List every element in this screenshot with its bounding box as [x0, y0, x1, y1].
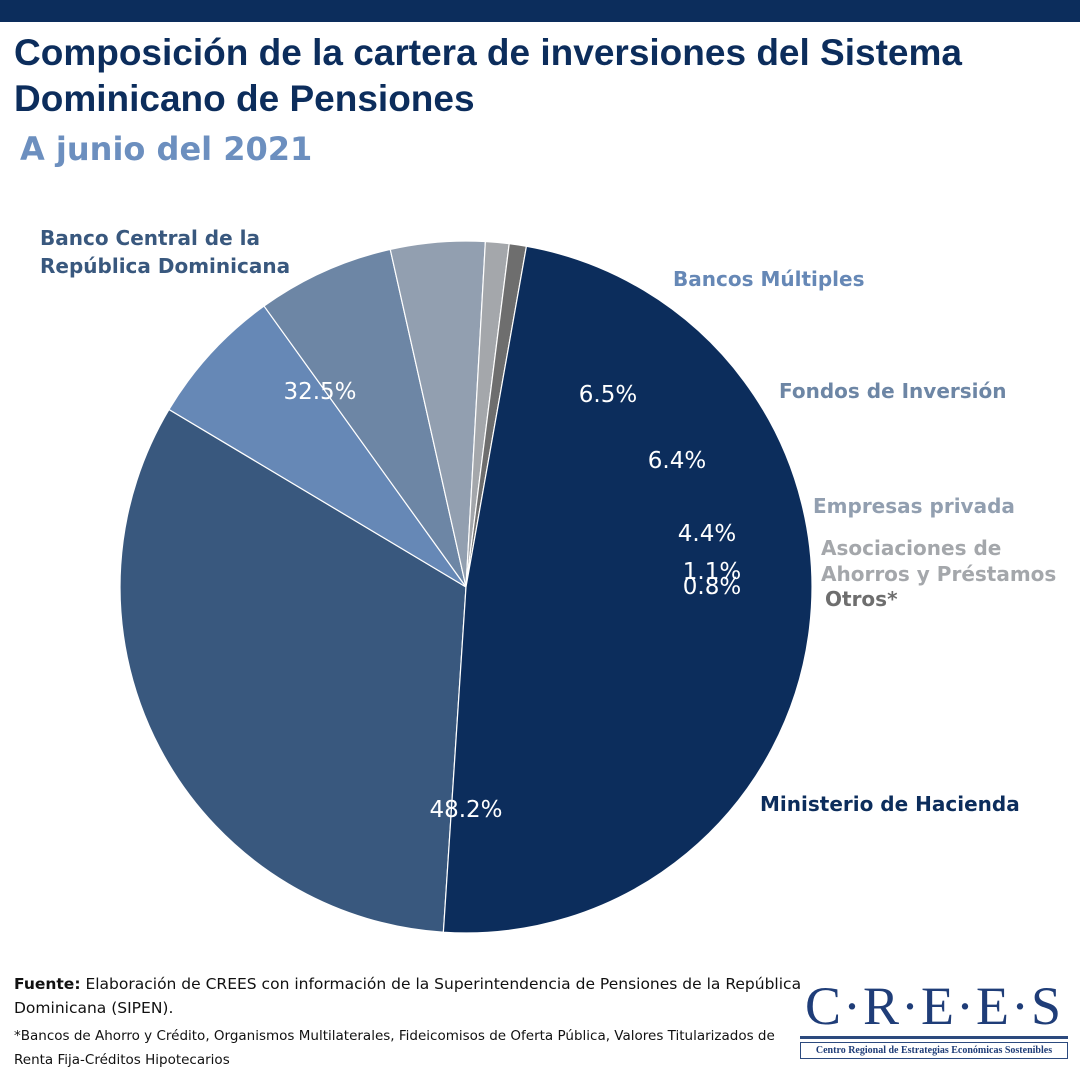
slice-value-label: 0.8% [683, 574, 741, 600]
logo-rule [800, 1036, 1068, 1039]
source-text: Elaboración de CREES con información de … [14, 975, 802, 1017]
slice-category-label: Fondos de Inversión [779, 379, 1006, 403]
chart-title: Composición de la cartera de inversiones… [14, 32, 962, 119]
slice-category-label: Otros* [825, 587, 898, 611]
pie-slice [263, 248, 467, 588]
pie-slice [119, 408, 467, 933]
slice-category-label: Asociaciones de Ahorros y Préstamos [821, 536, 1056, 586]
top-bar [0, 0, 1080, 22]
footer: Fuente: Elaboración de CREES con informa… [14, 972, 804, 1072]
logo-subtitle: Centro Regional de Estrategias Económica… [800, 1042, 1068, 1059]
slice-category-label: Banco Central de la República Dominicana [40, 226, 290, 278]
slice-value-label: 4.4% [678, 521, 736, 547]
logo-text: C·R·E·E·S [805, 976, 1063, 1036]
pie-chart: 32.5% 6.5% 6.4% 4.4% 1.1%0.8% 48.2% Banco Cent… [40, 226, 1056, 934]
slice-value-label: 32.5% [283, 379, 356, 405]
footnote: *Bancos de Ahorro y Crédito, Organismos … [14, 1028, 775, 1068]
source-note: Fuente: Elaboración de CREES con informa… [14, 972, 804, 1020]
slice-value-label: 1.1% [683, 559, 741, 585]
chart-subtitle: A junio del 2021 [20, 130, 313, 168]
slice-category-label: Bancos Múltiples [673, 267, 865, 291]
slice-category-label: Ministerio de Hacienda [760, 792, 1020, 816]
slice-value-label: 48.2% [429, 797, 502, 823]
slice-category-label: Empresas privada [813, 494, 1015, 518]
pie-slice [168, 305, 467, 588]
crees-logo: C·R·E·E·S Centro Regional de Estrategias… [796, 978, 1072, 1059]
pie-slice [442, 245, 813, 934]
slice-value-label: 6.4% [648, 448, 706, 474]
slice-value-label: 6.5% [579, 382, 637, 408]
source-label: Fuente: [14, 975, 81, 993]
